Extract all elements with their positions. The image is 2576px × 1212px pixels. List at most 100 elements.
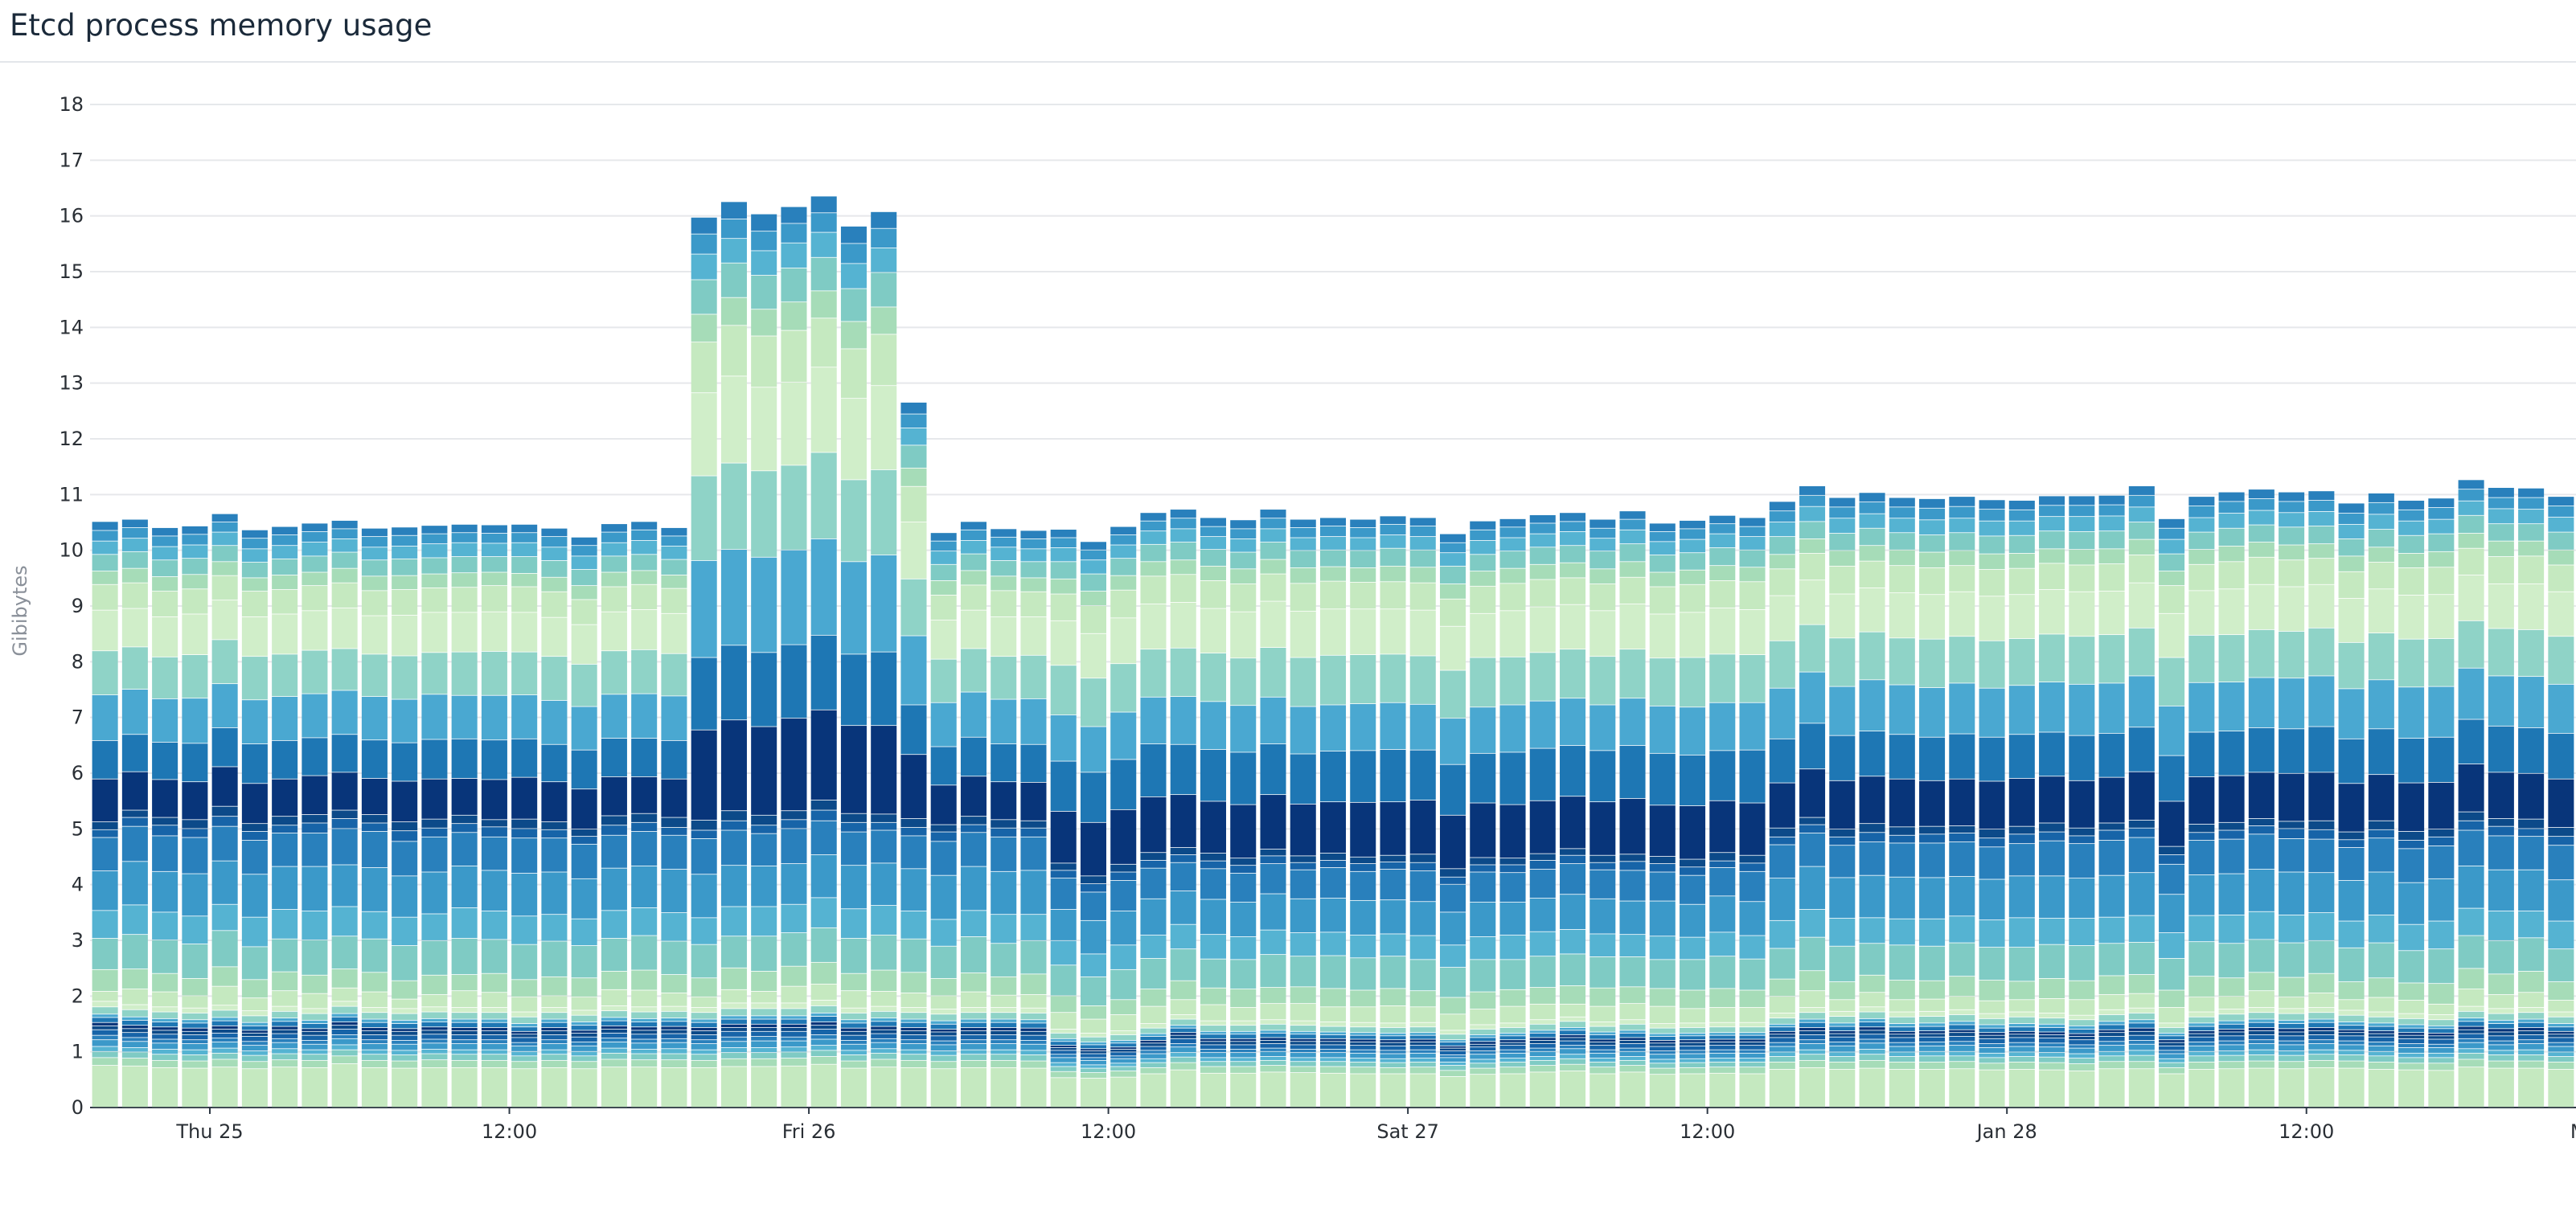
bar-segment[interactable] (451, 1013, 478, 1019)
bar-segment[interactable] (1290, 899, 1316, 933)
bar-segment[interactable] (810, 1034, 837, 1039)
bar-segment[interactable] (241, 549, 268, 563)
bar-segment[interactable] (2428, 1039, 2455, 1044)
bar-segment[interactable] (840, 399, 867, 480)
bar-segment[interactable] (601, 776, 627, 816)
bar-segment[interactable] (1529, 1020, 1556, 1024)
bar-segment[interactable] (2069, 735, 2095, 780)
bar-segment[interactable] (2098, 531, 2125, 549)
bar-segment[interactable] (2218, 682, 2245, 731)
bar-segment[interactable] (781, 1052, 807, 1058)
bar-segment[interactable] (451, 991, 478, 1008)
bar-segment[interactable] (152, 698, 178, 743)
bar-segment[interactable] (1560, 563, 1586, 578)
bar-segment[interactable] (661, 1060, 687, 1067)
bar-segment[interactable] (991, 560, 1017, 576)
bar-segment[interactable] (421, 975, 448, 995)
bar-segment[interactable] (211, 514, 238, 522)
bar-segment[interactable] (1619, 562, 1646, 577)
bar-segment[interactable] (1230, 1026, 1257, 1031)
bar-segment[interactable] (991, 1060, 1017, 1067)
bar-segment[interactable] (511, 873, 538, 916)
bar-segment[interactable] (1470, 540, 1496, 555)
bar-segment[interactable] (1739, 936, 1766, 959)
bar-segment[interactable] (1829, 533, 1856, 551)
bar-segment[interactable] (331, 1029, 358, 1035)
bar-segment[interactable] (301, 1009, 328, 1013)
bar-segment[interactable] (2248, 1022, 2275, 1028)
bar-segment[interactable] (92, 555, 118, 571)
bar-segment[interactable] (810, 1000, 837, 1006)
bar-segment[interactable] (1380, 1050, 1406, 1054)
bar-segment[interactable] (2069, 1040, 2095, 1045)
bar-segment[interactable] (182, 655, 208, 698)
bar-segment[interactable] (1140, 576, 1167, 604)
bar-segment[interactable] (1470, 865, 1496, 872)
bar-segment[interactable] (2128, 974, 2155, 993)
bar-segment[interactable] (2279, 545, 2305, 560)
bar-segment[interactable] (1439, 1062, 1466, 1066)
bar-segment[interactable] (2548, 982, 2574, 1001)
bar-segment[interactable] (1499, 858, 1526, 865)
bar-segment[interactable] (152, 1007, 178, 1012)
bar-segment[interactable] (211, 727, 238, 767)
bar-segment[interactable] (1979, 554, 2005, 570)
bar-segment[interactable] (1140, 521, 1167, 531)
bar-segment[interactable] (182, 1068, 208, 1108)
bar-segment[interactable] (2548, 565, 2574, 592)
bar-segment[interactable] (1919, 1046, 1946, 1051)
bar-segment[interactable] (2248, 1050, 2275, 1055)
bar-segment[interactable] (871, 386, 897, 470)
bar-segment[interactable] (1529, 547, 1556, 564)
bar-segment[interactable] (1619, 1051, 1646, 1057)
bar-segment[interactable] (840, 480, 867, 562)
bar-segment[interactable] (241, 831, 268, 841)
bar-segment[interactable] (182, 996, 208, 1008)
bar-segment[interactable] (2488, 911, 2514, 940)
bar-segment[interactable] (601, 524, 627, 532)
bar-segment[interactable] (2398, 1047, 2425, 1053)
bar-segment[interactable] (1529, 1024, 1556, 1030)
bar-segment[interactable] (1380, 862, 1406, 870)
bar-segment[interactable] (182, 1013, 208, 1020)
bar-segment[interactable] (2368, 1017, 2394, 1023)
bar-segment[interactable] (1709, 932, 1736, 956)
bar-segment[interactable] (691, 1022, 717, 1028)
bar-segment[interactable] (1739, 1046, 1766, 1050)
bar-segment[interactable] (1200, 1058, 1227, 1062)
bar-segment[interactable] (272, 1011, 298, 1018)
bar-segment[interactable] (1859, 776, 1885, 824)
bar-segment[interactable] (751, 231, 777, 251)
bar-segment[interactable] (1380, 582, 1406, 609)
bar-segment[interactable] (1380, 1067, 1406, 1074)
bar-segment[interactable] (1050, 811, 1077, 863)
bar-segment[interactable] (152, 1060, 178, 1067)
bar-segment[interactable] (1619, 511, 1646, 519)
bar-segment[interactable] (2458, 1059, 2484, 1067)
bar-segment[interactable] (2039, 1053, 2065, 1057)
bar-segment[interactable] (601, 532, 627, 543)
bar-segment[interactable] (2458, 1049, 2484, 1053)
bar-segment[interactable] (1380, 749, 1406, 802)
bar-segment[interactable] (1230, 858, 1257, 866)
bar-segment[interactable] (2488, 772, 2514, 819)
bar-segment[interactable] (2279, 1013, 2305, 1021)
bar-segment[interactable] (392, 876, 418, 917)
bar-segment[interactable] (182, 614, 208, 655)
bar-segment[interactable] (2458, 1038, 2484, 1042)
bar-segment[interactable] (152, 780, 178, 817)
bar-segment[interactable] (1799, 1027, 1826, 1031)
bar-segment[interactable] (1260, 542, 1286, 559)
bar-segment[interactable] (2428, 1047, 2455, 1053)
bar-segment[interactable] (241, 947, 268, 980)
bar-segment[interactable] (301, 1024, 328, 1029)
bar-segment[interactable] (810, 800, 837, 810)
bar-segment[interactable] (1560, 513, 1586, 522)
bar-segment[interactable] (511, 1046, 538, 1051)
bar-segment[interactable] (571, 1069, 597, 1108)
bar-segment[interactable] (1680, 584, 1706, 612)
bar-segment[interactable] (392, 822, 418, 831)
bar-segment[interactable] (1709, 956, 1736, 989)
bar-segment[interactable] (2548, 779, 2574, 828)
bar-segment[interactable] (1080, 574, 1106, 592)
